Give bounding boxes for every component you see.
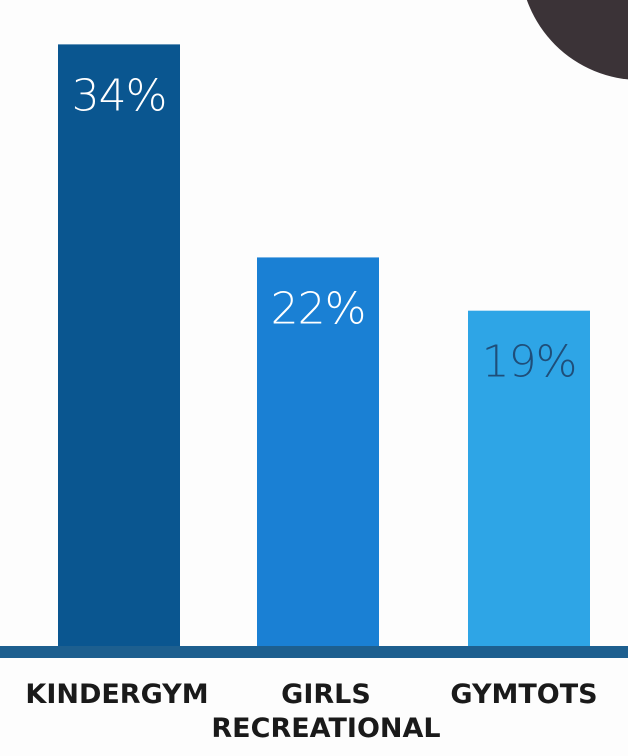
bar-0	[58, 44, 180, 649]
category-label-kindergym: KINDERGYM	[25, 679, 209, 710]
category-label-gymtots: GYMTOTS	[450, 679, 598, 710]
x-axis-baseline	[0, 646, 628, 658]
bar-value-label-0: 34%	[72, 70, 167, 121]
bar-value-label-2: 19%	[482, 337, 577, 388]
bar-1	[257, 257, 379, 648]
bar-2	[468, 310, 590, 648]
category-label-girls-recreational: GIRLS RECREATIONAL	[211, 679, 441, 744]
bar-value-label-1: 22%	[271, 283, 366, 334]
